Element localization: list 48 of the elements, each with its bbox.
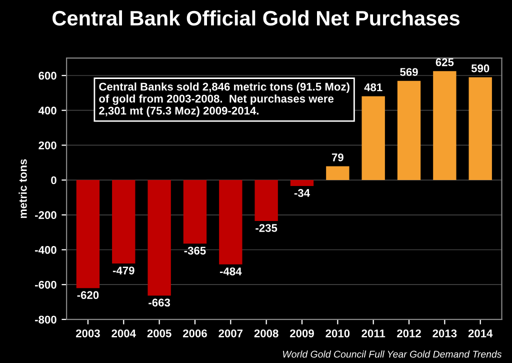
data-label: -235	[256, 224, 278, 232]
bar	[362, 96, 385, 180]
y-tick-label: 0	[51, 176, 56, 184]
data-label: -479	[112, 266, 134, 274]
data-label: 569	[400, 68, 418, 76]
x-tick-label: 2004	[112, 329, 136, 338]
x-tick-label: 2011	[362, 329, 386, 338]
bar	[254, 180, 278, 221]
annotation: Central Banks sold 2,846 metric tons (91.5 Moz) of gold from 2003-2008. Net purchases were 2,301 mt (75.3 Moz) 2009-2014.	[99, 82, 350, 117]
x-tick-label: 2006	[183, 329, 207, 338]
data-label: 625	[436, 58, 454, 66]
chart-title: Central Bank Official Gold Net Purchases	[52, 10, 460, 26]
text: World Gold Council Full Year Gold Demand Trends	[283, 350, 502, 358]
x-tick-label: 2014	[468, 329, 493, 338]
data-label: -484	[220, 267, 242, 276]
bar	[148, 180, 171, 296]
data-label: 79	[332, 153, 344, 162]
x-tick-label: 2008	[254, 329, 278, 338]
x-tick-label: 2003	[76, 329, 100, 338]
bar	[112, 180, 136, 264]
y-tick-label: -400	[35, 246, 56, 254]
data-label: -365	[184, 246, 206, 255]
bar	[433, 71, 456, 180]
bar	[326, 166, 350, 180]
y-axis-title: metric tons	[18, 159, 27, 218]
x-tick-label: 2007	[218, 329, 243, 338]
y-tick-label: -600	[35, 280, 56, 289]
data-label: -620	[77, 291, 99, 300]
y-tick-label: -800	[35, 316, 56, 324]
x-tick-label: 2005	[147, 329, 172, 338]
bar	[290, 180, 314, 186]
y-tick-label: -200	[35, 211, 56, 220]
bar	[219, 180, 242, 264]
data-label: 481	[364, 83, 382, 92]
y-tick-label: 600	[38, 72, 56, 80]
bar	[397, 80, 421, 180]
y-tick-label: 200	[38, 141, 56, 150]
y-tick-label: 400	[38, 106, 56, 114]
bar	[468, 77, 492, 180]
data-label: -34	[294, 189, 310, 197]
x-tick-label: 2012	[397, 329, 421, 338]
bar	[183, 180, 207, 244]
data-label: -663	[148, 298, 170, 307]
x-tick-label: 2013	[432, 329, 457, 338]
bar	[76, 180, 100, 288]
x-tick-label: 2010	[326, 329, 350, 338]
x-tick-label: 2009	[290, 329, 314, 338]
data-label: 590	[471, 64, 490, 72]
